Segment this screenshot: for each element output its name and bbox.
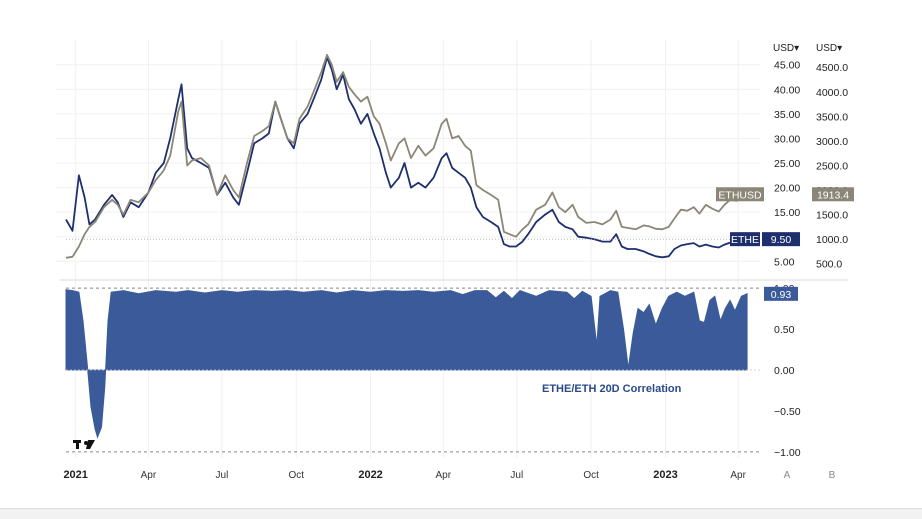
logo-wedge (86, 440, 95, 449)
ethe-name-tag-group: ETHE (730, 232, 760, 247)
series-line-ethe (65, 56, 748, 259)
tradingview-logo-icon (73, 440, 95, 449)
x-axis-tick: Jul (216, 470, 229, 481)
right-axis-tick: 500.0 (816, 259, 842, 271)
left-axis-tick: 40.00 (774, 84, 800, 96)
x-axis-tick: 2021 (63, 469, 87, 481)
correlation-axis-tick: 0.50 (774, 324, 795, 336)
right-axis-tick: 2500.0 (816, 160, 848, 172)
correlation-annotation: ETHE/ETH 20D Correlation (542, 383, 682, 395)
left-axis-tick: 15.00 (774, 207, 800, 219)
ethusd-name-tag: ETHUSD (718, 189, 762, 201)
x-axis-tick: Oct (583, 470, 599, 481)
axes: USD▾ USD▾ 45.00 40.00 35.00 30.00 25.00 20.00… (773, 43, 848, 459)
correlation-axis-tick: 0.00 (774, 365, 795, 377)
price-panel (65, 54, 760, 259)
left-axis-tick: 20.00 (774, 183, 800, 195)
ethe-name-tag-bg (730, 232, 760, 247)
right-axis-tick: 4000.0 (816, 87, 848, 99)
logo-stem (76, 440, 79, 449)
bottom-bar (0, 508, 922, 519)
right-axis-tick: 3000.0 (816, 136, 848, 148)
grid (56, 40, 848, 458)
right-axis-unit[interactable]: USD▾ (816, 43, 842, 54)
left-axis-unit[interactable]: USD▾ (773, 43, 799, 54)
left-axis-tick: 30.00 (774, 133, 800, 145)
correlation-value-tag: 0.93 (771, 289, 792, 301)
right-axis-tick: 1000.0 (816, 234, 848, 246)
x-axis-tick: 2023 (653, 469, 677, 481)
series-line-ethusd (65, 54, 748, 259)
ethe-value-tag-bg (762, 232, 800, 247)
ethusd-value-tag: 1913.4 (817, 189, 849, 201)
ethe-value-tag: 9.50 (771, 234, 792, 246)
correlation-panel (65, 287, 760, 453)
ethe-name-tag: ETHE (731, 234, 759, 246)
correlation-area (65, 289, 748, 439)
x-axis: 2021 Apr Jul Oct 2022 Apr Jul Oct 2023 Apr (63, 469, 746, 481)
x-axis-tick: Apr (730, 470, 746, 481)
x-axis-tick: 2022 (358, 469, 382, 481)
ethusd-value-tag-bg (812, 187, 854, 202)
left-axis-tick: 25.00 (774, 158, 800, 170)
left-axis-tick: 5.00 (774, 256, 795, 268)
scale-button-a[interactable]: A (784, 470, 791, 481)
x-axis-tick: Jul (510, 470, 523, 481)
correlation-value-tag-group: 0.93 (764, 286, 798, 301)
ethusd-value-tag-group: 1913.4 (812, 187, 854, 202)
left-axis-tick: 45.00 (774, 60, 800, 72)
right-axis-tick: 4500.0 (816, 62, 848, 74)
ethe-value-tag-group: 9.50 (762, 232, 800, 247)
right-axis-tick: 3500.0 (816, 111, 848, 123)
x-axis-tick: Apr (141, 470, 157, 481)
ethusd-name-tag-bg (716, 187, 764, 202)
logo-dot (84, 441, 88, 445)
right-axis-tick: 1500.0 (816, 210, 848, 222)
x-axis-tick: Apr (436, 470, 452, 481)
ethusd-name-tag-group: ETHUSD (716, 187, 764, 202)
value-tags: ETHUSD 1913.4 ETHE 9.50 0.93 (716, 187, 854, 301)
scale-button-b[interactable]: B (829, 470, 836, 481)
left-axis-tick: 35.00 (774, 109, 800, 121)
correlation-axis-tick: −0.50 (774, 406, 801, 418)
correlation-value-tag-bg (764, 286, 798, 301)
x-axis-tick: Oct (288, 470, 304, 481)
correlation-axis-tick: −1.00 (774, 447, 801, 459)
